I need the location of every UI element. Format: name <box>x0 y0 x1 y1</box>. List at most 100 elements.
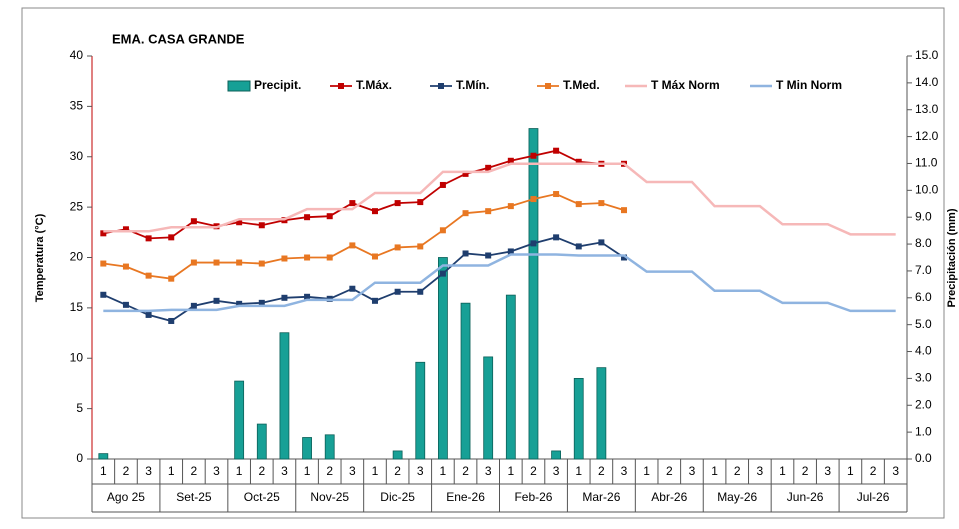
bar <box>573 377 584 460</box>
x-group-label: Ago 25 <box>107 490 145 504</box>
x-tick-label: 1 <box>440 464 447 478</box>
legend-label: T.Mín. <box>456 78 489 92</box>
y2-tick-label: 6.0 <box>915 290 932 304</box>
point <box>553 147 560 154</box>
point <box>236 300 243 307</box>
point <box>485 252 492 259</box>
y2-tick-label: 13.0 <box>915 102 939 116</box>
x-tick-label: 1 <box>372 464 379 478</box>
y2-tick-label: 10.0 <box>915 183 939 197</box>
point <box>122 226 129 233</box>
point <box>100 291 107 298</box>
x-group-label: Dic-25 <box>380 490 415 504</box>
y2-tick-label: 3.0 <box>915 371 932 385</box>
x-group-label: Feb-26 <box>514 490 552 504</box>
y-tick-label: 20 <box>70 250 84 264</box>
y2-tick-label: 12.0 <box>915 129 939 143</box>
y-tick-label: 0 <box>76 451 83 465</box>
legend-label: T.Med. <box>563 78 600 92</box>
point <box>417 288 424 295</box>
bar <box>256 423 267 460</box>
x-tick-label: 2 <box>123 464 130 478</box>
x-tick-label: 2 <box>191 464 198 478</box>
point <box>122 263 129 270</box>
legend-label: T Máx Norm <box>651 78 720 92</box>
point <box>304 254 311 261</box>
y2-tick-label: 14.0 <box>915 75 939 89</box>
line <box>102 236 625 322</box>
y-tick-label: 10 <box>70 350 84 364</box>
point <box>236 259 243 266</box>
point <box>236 219 243 226</box>
y2-tick-label: 2.0 <box>915 397 932 411</box>
point <box>371 253 378 260</box>
x-group-label: Jun-26 <box>787 490 824 504</box>
x-tick-label: 3 <box>213 464 220 478</box>
legend-swatch <box>227 80 251 92</box>
x-group-label: Jul-26 <box>857 490 890 504</box>
point <box>349 242 356 249</box>
x-group-label: May-26 <box>717 490 757 504</box>
point <box>598 239 605 246</box>
y2-axis-title: Precipitación (mm) <box>946 208 958 307</box>
bar <box>415 361 426 460</box>
x-tick-label: 2 <box>870 464 877 478</box>
x-tick-label: 1 <box>779 464 786 478</box>
bar <box>279 332 290 460</box>
point <box>371 297 378 304</box>
point <box>349 285 356 292</box>
point <box>394 244 401 251</box>
line <box>103 149 625 240</box>
x-tick-label: 3 <box>757 464 764 478</box>
bar <box>234 380 245 460</box>
line <box>103 253 896 313</box>
y-tick-label: 5 <box>76 401 83 415</box>
point <box>258 299 265 306</box>
bar <box>302 437 312 460</box>
point <box>281 294 288 301</box>
x-tick-label: 2 <box>394 464 401 478</box>
x-tick-label: 1 <box>236 464 243 478</box>
point <box>507 157 514 164</box>
point <box>575 158 582 165</box>
x-tick-label: 2 <box>462 464 469 478</box>
x-group-label: Oct-25 <box>244 490 280 504</box>
x-tick-label: 2 <box>258 464 265 478</box>
x-tick-label: 1 <box>575 464 582 478</box>
point <box>598 200 605 207</box>
point <box>462 210 469 217</box>
point <box>485 164 492 171</box>
point <box>213 259 220 266</box>
point <box>394 288 401 295</box>
point <box>213 297 220 304</box>
legend-label: T Min Norm <box>776 78 842 92</box>
point <box>145 311 152 318</box>
point <box>530 196 537 203</box>
point <box>145 272 152 279</box>
y-tick-label: 35 <box>70 99 84 113</box>
point <box>190 259 197 266</box>
bar <box>528 128 539 460</box>
point <box>190 218 197 225</box>
x-tick-label: 1 <box>100 464 107 478</box>
legend-label: T.Máx. <box>356 78 392 92</box>
point <box>417 199 424 206</box>
point <box>621 254 628 261</box>
bar <box>324 434 335 460</box>
bar <box>438 257 448 460</box>
point <box>507 203 514 210</box>
y2-tick-label: 7.0 <box>915 263 932 277</box>
chart-title: EMA. CASA GRANDE <box>112 31 245 46</box>
x-group-label: Abr-26 <box>651 490 687 504</box>
point <box>553 191 560 198</box>
point <box>575 243 582 250</box>
x-tick-label: 3 <box>824 464 831 478</box>
point <box>326 213 333 220</box>
y2-tick-label: 15.0 <box>915 48 939 62</box>
line <box>103 193 625 280</box>
point <box>462 170 469 177</box>
point <box>145 235 152 242</box>
point <box>168 275 175 282</box>
x-tick-label: 3 <box>485 464 492 478</box>
